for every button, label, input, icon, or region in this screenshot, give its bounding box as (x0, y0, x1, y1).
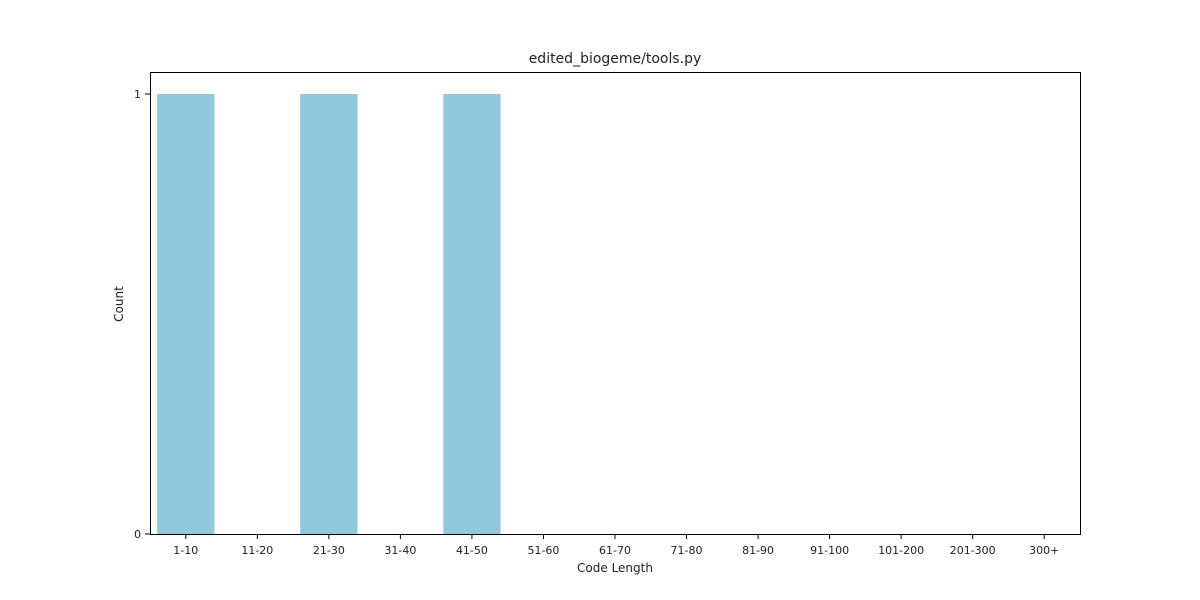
y-tick-label: 1 (134, 88, 141, 101)
plot-frame (150, 72, 1081, 535)
x-tick-label: 21-30 (313, 544, 345, 557)
x-tick-label: 101-200 (878, 544, 924, 557)
bar-1-10 (157, 94, 215, 534)
y-tick-label: 0 (134, 528, 141, 541)
x-tick-label: 71-80 (671, 544, 703, 557)
bar-41-50 (443, 94, 501, 534)
x-tick-label: 300+ (1029, 544, 1059, 557)
x-tick-label: 51-60 (527, 544, 559, 557)
bar-21-30 (300, 94, 358, 534)
x-axis-label: Code Length (577, 561, 653, 575)
y-axis-label: Count (112, 286, 126, 322)
x-tick-label: 61-70 (599, 544, 631, 557)
x-tick-label: 91-100 (810, 544, 849, 557)
x-tick-label: 41-50 (456, 544, 488, 557)
chart-title: edited_biogeme/tools.py (529, 51, 702, 67)
y-axis-ticks: 01 (134, 88, 150, 541)
x-axis-ticks: 1-10 11-20 21-30 31-40 41-50 51-60 61-70 71-80 8… (173, 534, 1059, 557)
x-tick-label: 1-10 (173, 544, 198, 557)
x-tick-label: 11-20 (241, 544, 273, 557)
x-tick-label: 31-40 (384, 544, 416, 557)
bars-group (157, 94, 501, 534)
x-tick-label: 201-300 (950, 544, 996, 557)
x-tick-label: 81-90 (742, 544, 774, 557)
